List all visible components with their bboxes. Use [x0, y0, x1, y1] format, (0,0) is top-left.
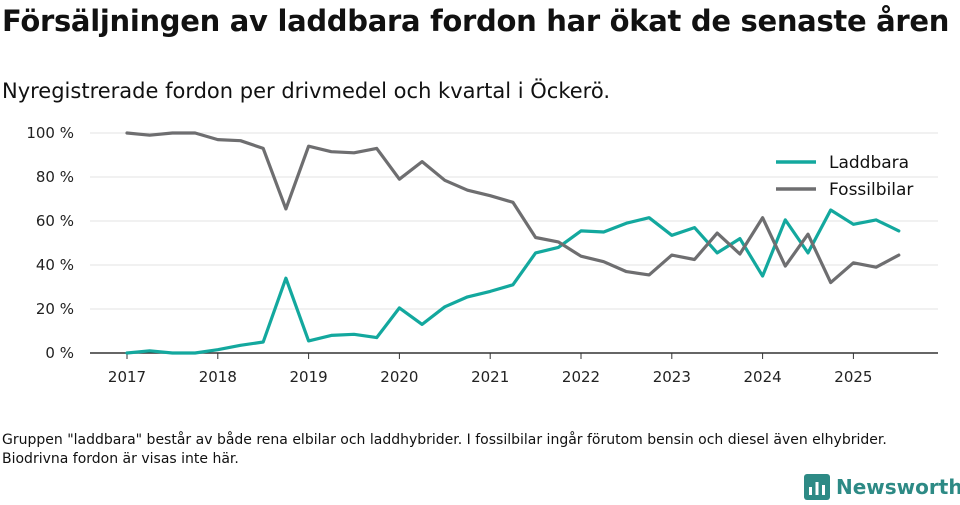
- x-tick-label: 2025: [834, 368, 872, 386]
- x-tick-label: 2020: [380, 368, 418, 386]
- brand-logo[interactable]: Newsworthy: [804, 474, 960, 500]
- x-tick-label: 2022: [562, 368, 600, 386]
- series-line-fossilbilar: [125, 131, 901, 285]
- legend-label-laddbara[interactable]: Laddbara: [829, 153, 909, 173]
- y-tick-label: 0 %: [45, 344, 74, 362]
- axes: 0 % 20 % 40 % 60 % 80 % 100 % 2017 2018 2019 2020…: [26, 124, 938, 386]
- y-tick-label: 40 %: [36, 256, 74, 274]
- y-tick-label: 60 %: [36, 212, 74, 230]
- y-tick-label: 80 %: [36, 168, 74, 186]
- newsworthy-logo-icon: [804, 474, 830, 500]
- series-lines: [125, 131, 901, 355]
- gridlines: [90, 132, 938, 310]
- x-tick-label: 2023: [653, 368, 691, 386]
- legend[interactable]: Laddbara Fossilbilar: [776, 153, 913, 200]
- y-tick-label: 20 %: [36, 300, 74, 318]
- x-tick-label: 2024: [744, 368, 782, 386]
- legend-label-fossilbilar[interactable]: Fossilbilar: [829, 180, 913, 200]
- x-tick-label: 2019: [290, 368, 328, 386]
- line-chart: 0 % 20 % 40 % 60 % 80 % 100 % 2017 2018 2019 2020…: [26, 124, 938, 386]
- chart-subtitle: Nyregistrerade fordon per drivmedel och …: [2, 79, 611, 103]
- x-tick-label: 2018: [199, 368, 237, 386]
- chart-title: Försäljningen av laddbara fordon har öka…: [2, 4, 950, 38]
- x-tick-label: 2017: [108, 368, 146, 386]
- brand-name: Newsworthy: [836, 475, 960, 499]
- series-line-laddbara: [125, 208, 901, 355]
- footnote: Gruppen "laddbara" består av både rena e…: [2, 432, 887, 467]
- y-tick-label: 100 %: [26, 124, 74, 142]
- x-tick-label: 2021: [471, 368, 509, 386]
